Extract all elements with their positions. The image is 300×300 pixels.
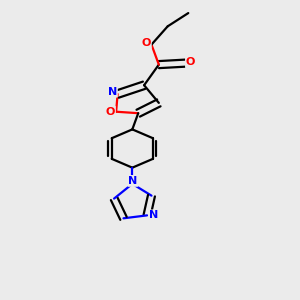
Text: O: O xyxy=(106,107,115,117)
Text: N: N xyxy=(108,87,117,97)
Text: O: O xyxy=(142,38,151,48)
Text: O: O xyxy=(186,57,195,67)
Text: N: N xyxy=(128,176,137,186)
Text: N: N xyxy=(149,210,158,220)
